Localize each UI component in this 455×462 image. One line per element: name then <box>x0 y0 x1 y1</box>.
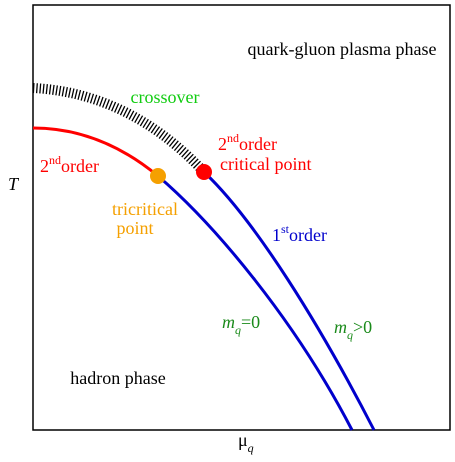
first-order-line-m0 <box>157 174 354 431</box>
x-axis-label: μq <box>238 430 254 455</box>
second-order-left: 2ndorder <box>40 153 99 176</box>
second-order-right: 2ndorder <box>218 131 277 154</box>
sup: st <box>281 222 290 236</box>
m-positive-label: mq>0 <box>334 317 372 342</box>
sup: nd <box>49 153 61 167</box>
hadron-label: hadron phase <box>70 368 165 388</box>
frame <box>32 4 451 431</box>
symbol: m <box>334 317 347 337</box>
text: order <box>289 225 327 245</box>
subscript: q <box>248 441 254 455</box>
y-axis-label: T <box>8 174 20 194</box>
symbol: m <box>222 312 235 332</box>
qgp-label: quark-gluon plasma phase <box>248 39 437 59</box>
m-zero-label: mq=0 <box>222 312 260 337</box>
num: 1 <box>272 225 281 245</box>
rel: =0 <box>241 312 260 332</box>
text: order <box>61 156 99 176</box>
sub: q <box>235 323 241 337</box>
tricritical-label-2: point <box>116 218 153 238</box>
symbol: μ <box>238 430 248 450</box>
tricritical-label: tricritical <box>112 199 178 219</box>
sub: q <box>347 328 353 342</box>
num: 2 <box>40 156 49 176</box>
text: order <box>239 134 277 154</box>
sup: nd <box>227 131 239 145</box>
critical-point <box>196 164 212 180</box>
critical-point-label: critical point <box>220 154 311 174</box>
tricritical-point <box>150 168 166 184</box>
rel: >0 <box>353 317 372 337</box>
first-order-line-mpos <box>202 170 376 431</box>
crossover-band <box>32 83 208 176</box>
num: 2 <box>218 134 227 154</box>
first-order-label: 1storder <box>272 222 327 245</box>
second-order-line <box>32 126 159 178</box>
crossover-label: crossover <box>131 87 200 107</box>
